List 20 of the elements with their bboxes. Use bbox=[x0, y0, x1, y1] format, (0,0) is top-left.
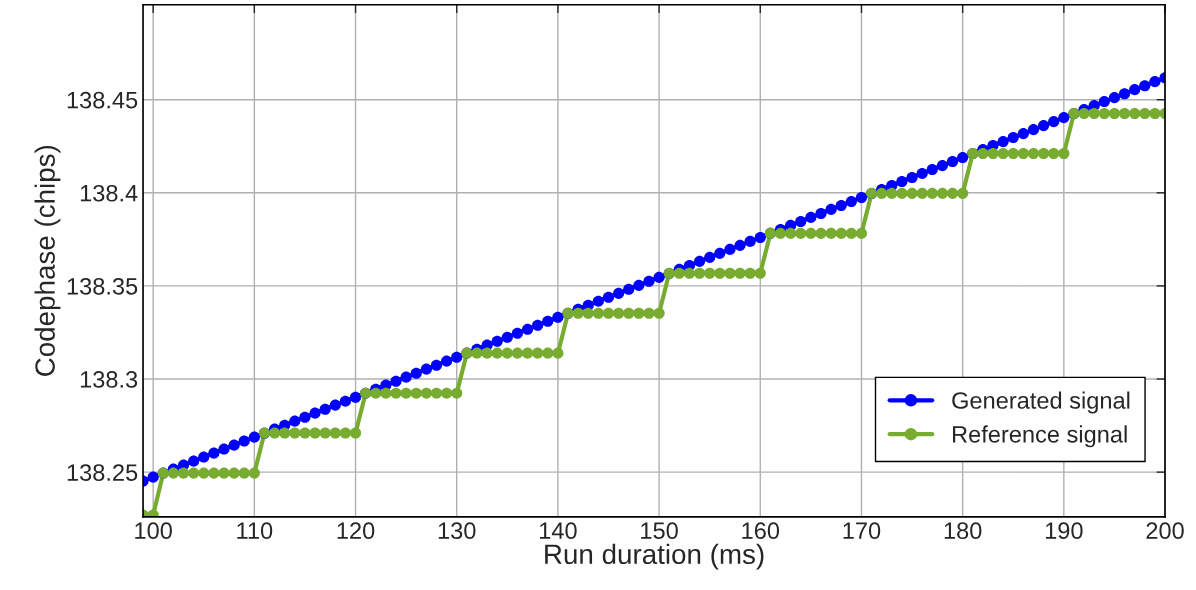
x-tick-label: 180 bbox=[944, 522, 982, 540]
x-tick-label: 170 bbox=[843, 522, 881, 540]
x-tick-label: 190 bbox=[1045, 522, 1083, 540]
x-tick-label: 150 bbox=[641, 522, 678, 540]
y-tick-label: 138.35 bbox=[67, 277, 138, 295]
y-tick-label: 138.3 bbox=[80, 371, 138, 388]
x-tick-label: 200 bbox=[1146, 522, 1184, 540]
x-tick-label: 140 bbox=[540, 522, 577, 540]
x-axis-title: Run duration (ms) bbox=[545, 543, 764, 570]
y-axis-title: Codephase (chips) bbox=[34, 145, 61, 376]
y-tick-label: 138.4 bbox=[80, 184, 138, 202]
y-tick-label: 138.45 bbox=[67, 91, 138, 109]
y-tick-label: 138.25 bbox=[67, 464, 138, 481]
legend-label: Generated signal bbox=[952, 391, 1130, 414]
legend-label: Reference signal bbox=[953, 425, 1127, 448]
x-tick-label: 130 bbox=[438, 522, 476, 540]
x-tick-label: 100 bbox=[135, 522, 172, 540]
x-tick-label: 160 bbox=[742, 522, 780, 540]
x-tick-label: 120 bbox=[337, 522, 375, 540]
x-tick-label: 110 bbox=[237, 522, 273, 540]
